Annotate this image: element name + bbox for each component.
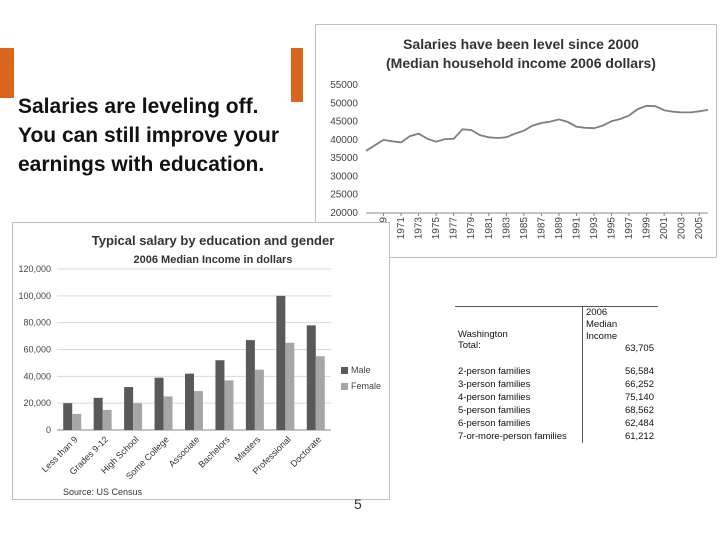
line-x-tick-label: 1991: [571, 217, 582, 240]
bar-y-tick-label: 120,000: [18, 264, 51, 274]
bar-y-tick-label: 60,000: [23, 345, 51, 355]
bar-female: [133, 403, 143, 430]
bar-y-tick-label: 80,000: [23, 318, 51, 328]
line-x-tick-label: 1987: [536, 217, 547, 240]
line-x-tick-label: 1989: [554, 217, 565, 240]
line-y-tick-label: 35000: [330, 153, 358, 164]
table-row-label: 2-person families: [455, 365, 583, 378]
line-y-tick-label: 50000: [330, 98, 358, 109]
table-row-value: 75,140: [624, 392, 654, 403]
line-x-tick-label: 1997: [624, 217, 635, 240]
line-x-tick-label: 1973: [414, 217, 425, 240]
bar-female: [224, 380, 234, 430]
bar-male: [306, 325, 316, 430]
table-header-row: Washington Total: 2006 Median Income 63,…: [455, 307, 658, 355]
line-x-tick-label: 1995: [607, 217, 618, 240]
line-x-tick-label: 1975: [431, 217, 442, 240]
line-y-tick-label: 55000: [330, 80, 358, 91]
line-series: [365, 104, 709, 152]
table-row-value: 68,562: [624, 405, 654, 416]
bar-chart-panel: Typical salary by education and gender 2…: [12, 222, 390, 500]
line-x-tick-label: 1983: [501, 217, 512, 240]
bar-male: [276, 295, 286, 430]
table-row: 3-person families 66,252: [455, 378, 658, 391]
bar-male: [63, 403, 73, 430]
line-chart-title: Salaries have been level since 2000: [403, 36, 639, 52]
table-header-left: Washington Total:: [455, 307, 583, 355]
line-x-tick-label: 2001: [659, 217, 670, 240]
table-row-label: 5-person families: [455, 404, 583, 417]
bar-y-tick-label: 20,000: [23, 398, 51, 408]
bar-y-tick-label: 40,000: [23, 371, 51, 381]
bar-category-label: Masters: [233, 434, 263, 464]
bar-male: [154, 377, 164, 430]
line-x-tick-label: 1999: [642, 217, 653, 240]
bar-y-tick-label: 0: [46, 425, 51, 435]
line-y-tick-label: 25000: [330, 190, 358, 201]
bar-chart-title: Typical salary by education and gender: [92, 233, 335, 248]
line-x-tick-label: 1979: [466, 217, 477, 240]
legend-label: Female: [351, 381, 381, 391]
table-row: 2-person families 56,584: [455, 365, 658, 378]
bar-male: [215, 360, 225, 430]
table-header-right: 2006 Median Income: [586, 307, 618, 342]
bar-y-tick-label: 100,000: [18, 291, 51, 301]
line-y-tick-label: 30000: [330, 171, 358, 182]
bar-female: [72, 413, 82, 430]
bar-female: [285, 342, 295, 430]
bar-category-label: Doctorate: [289, 434, 324, 469]
page-number: 5: [354, 496, 362, 512]
table-row-label: 3-person families: [455, 378, 583, 391]
slide-body-text: Salaries are leveling off. You can still…: [18, 95, 280, 176]
accent-bar-mid: [291, 48, 303, 102]
line-x-tick-label: 2005: [694, 217, 705, 240]
bar-chart-source: Source: US Census: [63, 487, 143, 497]
table-row: 7-or-more-person families 61,212: [455, 430, 658, 443]
line-x-tick-label: 1993: [589, 217, 600, 240]
bar-male: [124, 387, 134, 430]
income-table: Washington Total: 2006 Median Income 63,…: [455, 306, 658, 443]
bar-female: [163, 396, 173, 430]
bar-female: [315, 356, 325, 430]
bar-category-label: Bachelors: [196, 434, 232, 470]
table-row-value: 62,484: [624, 418, 654, 429]
line-x-tick-label: 1971: [396, 217, 407, 240]
table-total-value: 63,705: [624, 343, 654, 354]
bar-female: [194, 391, 203, 430]
table-row: 6-person families 62,484: [455, 417, 658, 430]
line-chart-subtitle: (Median household income 2006 dollars): [386, 55, 656, 71]
line-x-tick-label: 1985: [519, 217, 530, 240]
bar-chart-subtitle: 2006 Median Income in dollars: [134, 254, 293, 266]
line-y-tick-label: 45000: [330, 117, 358, 128]
table-row-label: 7-or-more-person families: [455, 430, 583, 443]
line-y-tick-label: 40000: [330, 135, 358, 146]
line-chart: Salaries have been level since 2000 (Med…: [330, 36, 709, 240]
line-x-tick-label: 1977: [449, 217, 460, 240]
table-row-label: 4-person families: [455, 391, 583, 404]
line-x-tick-label: 1981: [484, 217, 495, 240]
bar-chart: Typical salary by education and gender 2…: [18, 233, 381, 497]
bar-female: [254, 369, 264, 430]
accent-bar-left: [0, 48, 14, 98]
table-row-value: 56,584: [624, 366, 654, 377]
table-row-label: 6-person families: [455, 417, 583, 430]
bar-male: [93, 397, 103, 430]
line-chart-panel: Salaries have been level since 2000 (Med…: [315, 24, 717, 258]
line-y-tick-label: 20000: [330, 208, 358, 219]
line-x-tick-label: 2003: [677, 217, 688, 240]
legend-swatch: [341, 383, 348, 390]
table-row: 4-person families 75,140: [455, 391, 658, 404]
legend-label: Male: [351, 365, 371, 375]
bar-male: [245, 340, 255, 430]
bar-category-label: Associate: [167, 434, 202, 469]
table-row: 5-person families 68,562: [455, 404, 658, 417]
bar-female: [102, 409, 112, 430]
table-row-value: 66,252: [624, 379, 654, 390]
bar-male: [185, 373, 194, 430]
table-row-value: 61,212: [624, 431, 654, 442]
legend-swatch: [341, 367, 348, 374]
